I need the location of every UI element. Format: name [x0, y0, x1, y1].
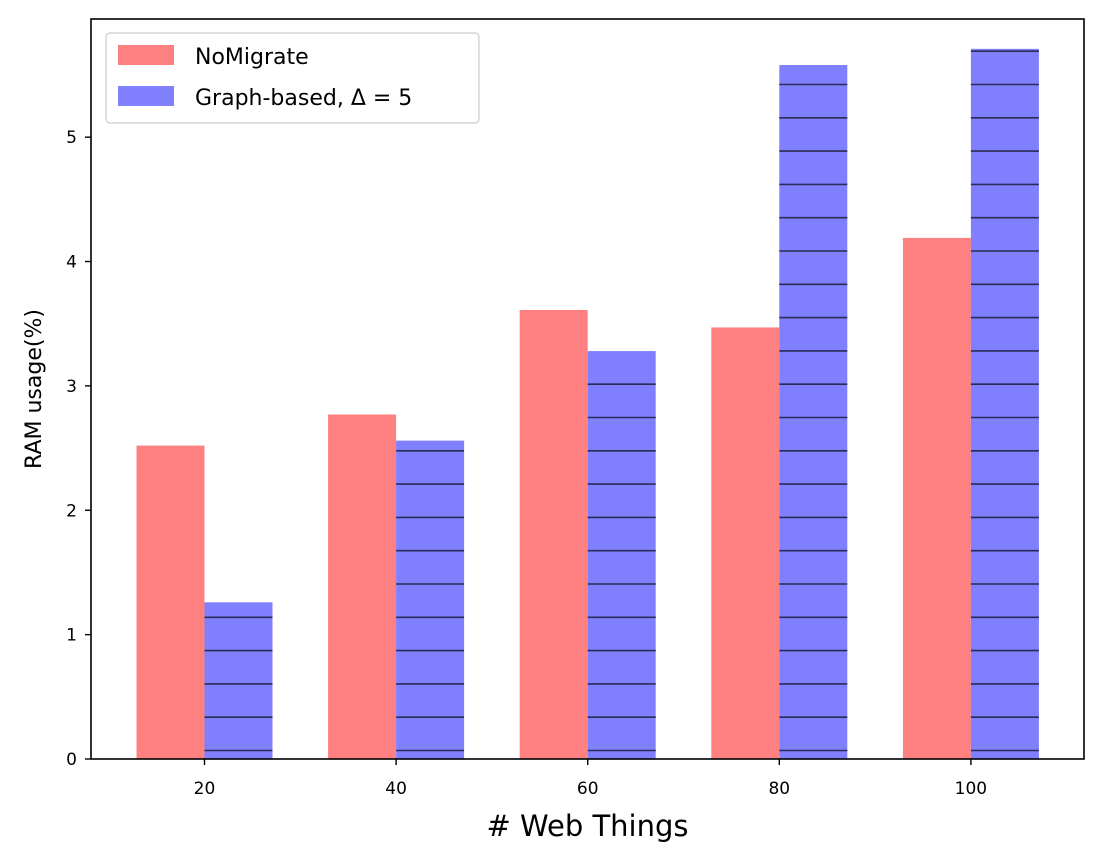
x-axis: 20 40 60 80 100	[194, 759, 987, 799]
legend-label-nomigrate: NoMigrate	[195, 45, 309, 70]
x-tick-label-80: 80	[768, 779, 790, 799]
hatch-graph-based-5-80	[779, 83, 848, 752]
y-tick-label-1: 1	[66, 626, 77, 646]
legend: NoMigrate Graph-based, Δ = 5	[105, 32, 480, 124]
bar-nomigrate-80	[711, 327, 780, 759]
x-tick-label-60: 60	[577, 779, 599, 799]
hatch-graph-based-5-100	[970, 50, 1039, 752]
bar-graph-based-5-40	[396, 440, 465, 759]
x-tick-label-40: 40	[385, 779, 407, 799]
bar-nomigrate-100	[902, 237, 971, 760]
y-tick-label-0: 0	[66, 750, 77, 770]
bar-graph-based-5-100	[970, 48, 1039, 759]
y-tick-label-3: 3	[66, 377, 77, 397]
x-tick-label-20: 20	[194, 779, 216, 799]
bars-layer	[136, 48, 1039, 760]
y-axis-label: RAM usage(%)	[22, 309, 47, 469]
y-tick-label-5: 5	[66, 128, 77, 148]
y-axis: 0 1 2 3 4 5	[66, 128, 91, 770]
legend-swatch-nomigrate	[118, 45, 174, 65]
hatch-graph-based-5-20	[204, 616, 273, 752]
bar-graph-based-5-60	[587, 351, 656, 759]
bar-nomigrate-40	[328, 414, 397, 759]
y-tick-label-4: 4	[66, 253, 77, 273]
y-tick-label-2: 2	[66, 501, 77, 521]
bar-nomigrate-60	[519, 310, 588, 759]
legend-swatch-graph-based	[118, 86, 174, 106]
x-axis-label: # Web Things	[486, 809, 688, 843]
legend-box	[105, 32, 480, 124]
legend-label-graph-based: Graph-based, Δ = 5	[195, 86, 412, 111]
hatch-graph-based-5-60	[587, 383, 656, 752]
x-tick-label-100: 100	[955, 779, 987, 799]
bar-graph-based-5-80	[779, 65, 848, 760]
bar-graph-based-5-20	[204, 602, 273, 759]
bar-nomigrate-20	[136, 445, 205, 759]
hatch-graph-based-5-40	[396, 449, 465, 752]
